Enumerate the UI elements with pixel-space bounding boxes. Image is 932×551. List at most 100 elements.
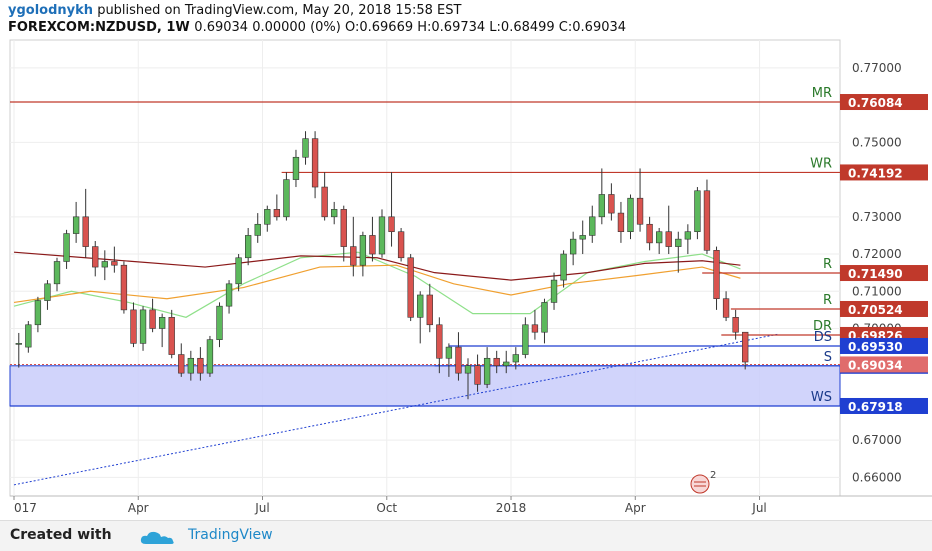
candle-body	[694, 190, 701, 233]
candle-body	[436, 324, 443, 359]
price-badge	[840, 265, 928, 282]
candle-body	[703, 190, 711, 251]
candle-body	[426, 294, 433, 326]
candle-body	[187, 357, 194, 374]
candle-body	[541, 302, 548, 333]
time-tick-label: Apr	[128, 501, 149, 515]
candle-body	[417, 294, 424, 318]
candle-body	[350, 246, 357, 266]
price-badge	[840, 300, 928, 317]
price-tick-label: 0.77000	[852, 61, 902, 75]
candle-body	[82, 216, 89, 247]
candle-body	[445, 346, 453, 359]
candle-body	[646, 223, 653, 244]
candle-body	[44, 283, 51, 301]
time-tick-label: Jul	[254, 501, 269, 515]
price-badge	[840, 397, 928, 414]
candle-body	[158, 317, 166, 329]
price-tick-label: 0.67000	[852, 433, 902, 447]
symbol-label: FOREXCOM:NZDUSD, 1W	[8, 20, 190, 35]
candle-body	[531, 324, 539, 333]
candle-body	[72, 216, 80, 234]
candle-body	[206, 339, 214, 374]
candle-body	[493, 357, 500, 367]
candle-body	[139, 309, 147, 344]
time-tick-label: Jul	[751, 501, 766, 515]
candle-body	[197, 357, 204, 374]
candle-body	[292, 156, 300, 180]
published-text: published on TradingView.com, May 20, 20…	[97, 3, 462, 18]
candle-body	[63, 233, 70, 262]
price-badge	[840, 164, 928, 181]
price-tick-label: 0.66000	[852, 470, 902, 484]
candle-body	[512, 354, 519, 363]
candle-body	[598, 194, 605, 218]
price-tick-label: 0.72000	[852, 247, 902, 261]
candle-body	[665, 231, 672, 247]
candle-body	[522, 324, 529, 355]
plot-area	[9, 39, 841, 497]
username[interactable]: ygolodnykh	[8, 3, 94, 18]
candle-body	[302, 138, 309, 158]
support-zone	[9, 365, 841, 407]
candle-body	[149, 309, 156, 329]
price-badge-label: 0.76084	[848, 96, 903, 110]
tradingview-brand[interactable]: TradingView	[188, 527, 273, 543]
candle-body	[331, 209, 338, 218]
candle-body	[503, 361, 510, 367]
level-tag-r: R	[823, 293, 832, 308]
candle-body	[369, 235, 376, 255]
time-tick-label: Apr	[625, 501, 646, 515]
candle-body	[569, 238, 577, 255]
time-tick-label: 017	[14, 501, 37, 515]
candle-body	[216, 305, 223, 340]
price-badge-label: 0.71490	[848, 267, 903, 281]
time-tick-label: 2018	[496, 501, 527, 515]
candle-body	[742, 331, 749, 363]
candle-body	[53, 261, 61, 285]
event-count: 2	[710, 470, 716, 481]
candle-body	[407, 257, 414, 318]
candle-body	[245, 235, 252, 259]
chart-header-publisher: ygolodnykh published on TradingView.com,…	[8, 3, 461, 18]
level-tag-dr: DR	[813, 319, 832, 334]
current-price-badge	[840, 356, 928, 373]
candle-body	[617, 212, 625, 233]
candle-body	[684, 231, 692, 240]
level-tag-ws: WS	[811, 390, 832, 405]
candle-body	[225, 283, 233, 307]
candle-body	[579, 235, 586, 240]
candle-body	[732, 317, 739, 333]
candle-body	[397, 231, 405, 259]
level-tag-r: R	[823, 257, 832, 272]
candle-body	[235, 257, 242, 285]
price-tick-label: 0.71000	[852, 284, 902, 298]
candle-body	[589, 216, 596, 236]
price-chart[interactable]: 0.770000.750000.730000.720000.710000.700…	[0, 0, 932, 520]
price-badge-label: 0.74192	[848, 166, 903, 180]
ohlc-quote: 0.69034 0.00000 (0%) O:0.69669 H:0.69734…	[194, 20, 627, 35]
candle-body	[120, 264, 128, 311]
created-with-text: Created with	[10, 527, 112, 543]
event-flag-icon	[690, 474, 710, 494]
candle-body	[340, 209, 347, 247]
level-tag-wr: WR	[810, 156, 832, 171]
candle-body	[273, 209, 281, 218]
candle-body	[101, 261, 108, 268]
candle-body	[321, 186, 328, 218]
candle-body	[254, 223, 261, 236]
candle-body	[636, 197, 644, 225]
candle-body	[474, 365, 481, 385]
tradingview-cloud-icon	[140, 531, 174, 544]
candle-body	[675, 238, 682, 247]
candle-body	[283, 179, 290, 218]
candle-body	[713, 250, 720, 300]
time-tick-label: Oct	[376, 501, 397, 515]
candle-body	[388, 216, 395, 233]
candle-body	[378, 216, 386, 255]
level-tag-s: S	[824, 350, 832, 365]
candle-body	[311, 138, 319, 188]
candle-body	[15, 343, 22, 345]
candle-body	[92, 246, 99, 268]
moving-average-orange	[13, 264, 741, 304]
